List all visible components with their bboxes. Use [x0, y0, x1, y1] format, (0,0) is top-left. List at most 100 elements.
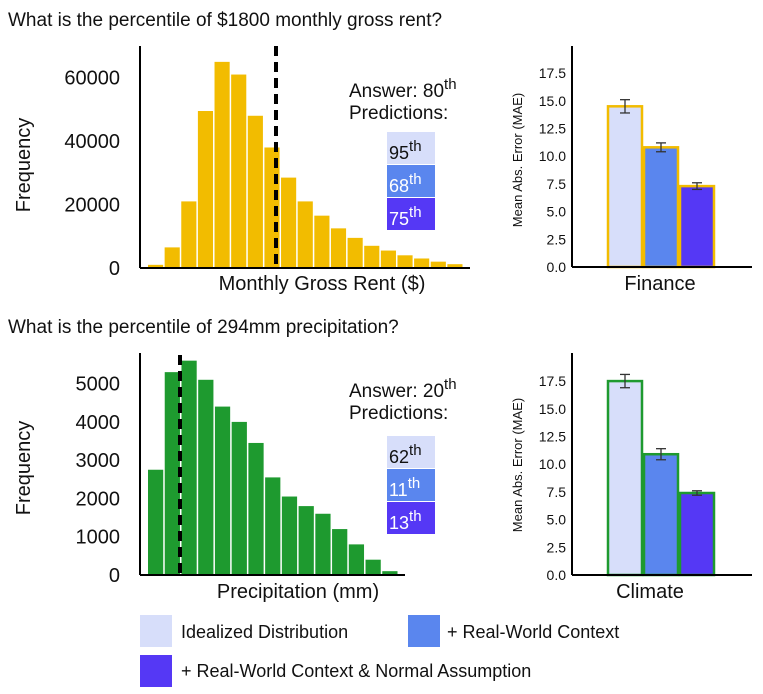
precip-y-label: Frequency [13, 421, 35, 516]
climate-mae-y-label: Mean Abs. Error (MAE) [510, 398, 525, 532]
prediction-value: 75th [389, 204, 422, 229]
y-tick-label: 5.0 [547, 204, 567, 220]
y-tick-label: 2.5 [547, 231, 567, 247]
climate-question: What is the percentile of 294mm precipit… [8, 317, 399, 338]
legend-label-real-world: + Real-World Context [447, 622, 619, 642]
y-tick-label: 10.0 [539, 148, 566, 164]
histogram-bar [214, 406, 231, 575]
prediction-box [387, 502, 435, 534]
prediction-value: 11th [389, 475, 420, 500]
histogram-bar [297, 201, 313, 268]
y-tick-label: 17.5 [539, 65, 566, 81]
y-tick-label: 2.5 [547, 539, 567, 555]
histogram-bar [430, 261, 446, 268]
legend: Idealized Distribution + Real-World Cont… [140, 615, 619, 687]
histogram-bar [198, 379, 214, 575]
legend-label-normal: + Real-World Context & Normal Assumption [181, 661, 531, 681]
histogram-bar [314, 215, 330, 268]
prediction-value: 95th [389, 138, 422, 163]
histogram-bar [380, 250, 396, 268]
prediction-box [387, 198, 435, 230]
y-tick-label: 0 [109, 565, 120, 587]
mae-bar [606, 379, 644, 577]
y-tick-label: 7.5 [547, 484, 567, 500]
mae-bar [606, 105, 644, 269]
y-tick-label: 1000 [76, 527, 121, 549]
histogram-bar [181, 201, 197, 268]
finance-predictions-label: Predictions: [349, 103, 448, 124]
rent-histogram: 0 20000 40000 60000 Frequency Monthly Gross… [13, 46, 470, 295]
histogram-bar [364, 245, 380, 268]
histogram-bar [281, 496, 298, 575]
prediction-box [387, 165, 435, 197]
rent-x-label: Monthly Gross Rent ($) [219, 273, 426, 295]
histogram-bar [148, 264, 164, 268]
histogram-bar [281, 177, 297, 268]
climate-answer: Answer: 20th [349, 376, 457, 402]
legend-label-idealized: Idealized Distribution [181, 622, 348, 642]
finance-mae-chart: 0.0 2.5 5.0 7.5 10.0 12.5 15.0 17.5 Mean Abs. E… [510, 46, 752, 295]
precip-histogram: 0 1000 2000 3000 4000 5000 Frequency Precipit… [13, 353, 405, 603]
climate-panel: What is the percentile of 294mm precipit… [8, 317, 752, 603]
y-tick-label: 3000 [76, 450, 121, 472]
mae-bar [678, 491, 716, 577]
histogram-bar [214, 61, 230, 268]
histogram-bar [247, 115, 263, 269]
histogram-bar [265, 477, 281, 575]
climate-mae-chart: 0.0 2.5 5.0 7.5 10.0 12.5 15.0 17.5 Mean Abs. E… [510, 353, 752, 603]
histogram-bar [181, 360, 197, 575]
y-tick-label: 0.0 [547, 567, 567, 583]
y-tick-label: 2000 [76, 488, 121, 510]
histogram-bar [315, 513, 331, 575]
finance-answer-block: Answer: 80th Predictions: 95th 68th 75th [349, 76, 457, 230]
legend-swatch-idealized [140, 615, 172, 647]
prediction-box [387, 436, 435, 468]
finance-question: What is the percentile of $1800 monthly … [8, 10, 442, 31]
finance-mae-x-label: Finance [624, 273, 695, 295]
finance-answer: Answer: 80th [349, 76, 457, 102]
y-tick-label: 40000 [64, 131, 120, 153]
y-tick-label: 7.5 [547, 176, 567, 192]
y-tick-label: 17.5 [539, 373, 566, 389]
y-tick-label: 5.0 [547, 512, 567, 528]
histogram-bar [164, 247, 180, 268]
prediction-value: 68th [389, 171, 422, 196]
histogram-bar [347, 237, 363, 268]
histogram-bar [397, 255, 413, 268]
prediction-box [387, 132, 435, 164]
climate-predictions: 62th 11th 13th [387, 436, 435, 534]
histogram-bar [332, 529, 348, 575]
prediction-value: 62th [389, 442, 422, 467]
histogram-bar [248, 442, 264, 575]
mae-bar [678, 184, 716, 269]
climate-predictions-label: Predictions: [349, 403, 448, 424]
y-tick-label: 15.0 [539, 93, 566, 109]
histogram-bar [197, 111, 214, 268]
prediction-value: 13th [389, 508, 422, 533]
histogram-bar [447, 264, 463, 268]
histogram-bar [382, 571, 398, 575]
histogram-bar [164, 372, 180, 575]
histogram-bar [231, 421, 247, 575]
y-tick-label: 12.5 [539, 429, 566, 445]
y-tick-label: 12.5 [539, 121, 566, 137]
legend-swatch-normal [140, 655, 172, 687]
y-tick-label: 0 [109, 258, 120, 280]
precip-x-label: Precipitation (mm) [217, 581, 379, 603]
legend-swatch-real-world [408, 615, 440, 647]
y-tick-label: 0.0 [547, 259, 567, 275]
rent-y-label: Frequency [13, 118, 35, 213]
y-tick-label: 60000 [64, 68, 120, 90]
climate-answer-block: Answer: 20th Predictions: 62th 11th 13th [349, 376, 457, 534]
y-tick-label: 4000 [76, 412, 121, 434]
finance-panel: What is the percentile of $1800 monthly … [8, 10, 752, 295]
y-tick-label: 20000 [64, 195, 120, 217]
histogram-bar [148, 469, 164, 575]
histogram-bar [348, 544, 365, 575]
histogram-bar [298, 506, 314, 575]
y-tick-label: 15.0 [539, 401, 566, 417]
y-tick-label: 10.0 [539, 456, 566, 472]
y-tick-label: 5000 [76, 374, 121, 396]
histogram-bar [330, 228, 347, 268]
